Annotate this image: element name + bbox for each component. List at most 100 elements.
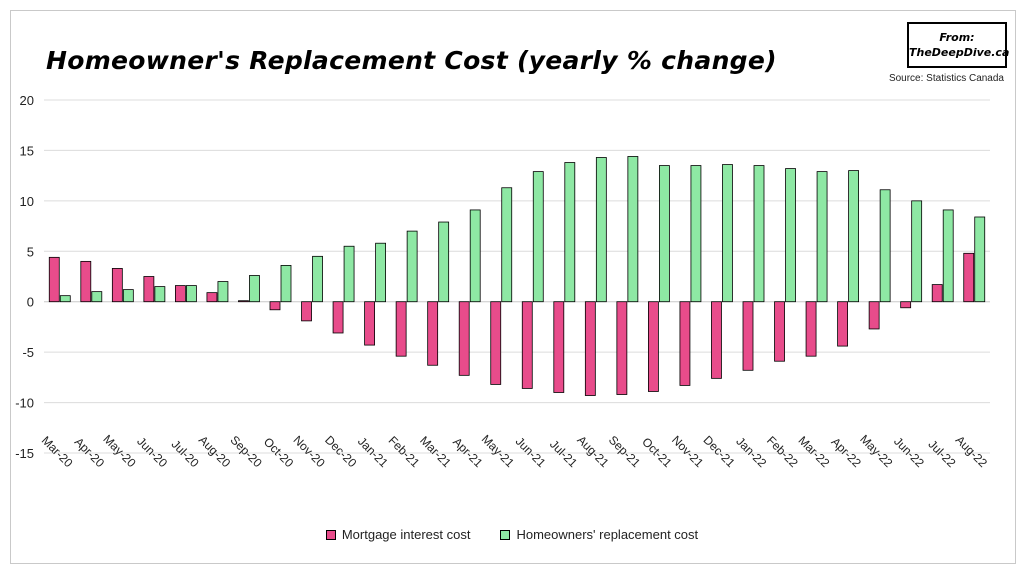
bar-mortgage-interest: [805, 301, 817, 357]
x-tick-label: Aug-21: [574, 433, 611, 470]
x-tick-label: May-20: [100, 432, 138, 470]
x-tick-label: Aug-22: [953, 433, 990, 470]
bar-mortgage-interest: [679, 301, 691, 386]
x-tick-label: Nov-21: [669, 433, 706, 470]
bar-mortgage-interest: [490, 301, 502, 385]
bar-replacement-cost: [438, 221, 450, 303]
x-tick-label: Mar-22: [796, 433, 833, 470]
bar-replacement-cost: [122, 289, 134, 303]
bar-replacement-cost: [911, 200, 923, 303]
x-tick-label: May-21: [479, 432, 517, 470]
y-tick-label: 0: [27, 295, 34, 310]
bar-mortgage-interest: [332, 301, 344, 334]
y-axis-ticks: -15 -10 -5 0 5 10 15 20: [15, 93, 34, 461]
bar-replacement-cost: [659, 165, 670, 303]
x-tick-label: Mar-21: [417, 433, 454, 470]
y-tick-label: -15: [15, 446, 34, 461]
bar-mortgage-interest: [111, 268, 123, 303]
bar-mortgage-interest: [931, 284, 943, 303]
source-note: Source: Statistics Canada: [888, 73, 1004, 84]
y-tick-label: 15: [20, 143, 34, 158]
bar-replacement-cost: [564, 162, 576, 303]
x-tick-label: Dec-20: [322, 433, 359, 470]
bar-mortgage-interest: [80, 260, 92, 303]
legend-item-replacement: Homeowners' replacement cost: [500, 527, 698, 542]
bar-replacement-cost: [59, 295, 71, 303]
legend-item-mortgage: Mortgage interest cost: [325, 527, 471, 542]
bar-replacement-cost: [217, 281, 229, 303]
bar-replacement-cost: [185, 285, 197, 303]
legend: Mortgage interest cost Homeowners' repla…: [0, 527, 1024, 542]
bar-mortgage-interest: [648, 301, 659, 392]
bar-mortgage-interest: [584, 301, 596, 396]
bar-mortgage-interest: [48, 256, 60, 303]
bar-mortgage-interest: [742, 301, 754, 371]
x-tick-label: Dec-21: [700, 433, 737, 470]
bar-mortgage-interest: [364, 301, 376, 346]
bar-replacement-cost: [312, 255, 323, 303]
chart-title: Homeowner's Replacement Cost (yearly % c…: [46, 46, 777, 75]
bar-mortgage-interest: [711, 301, 722, 379]
bar-replacement-cost: [154, 286, 166, 303]
bar-mortgage-interest: [238, 300, 249, 303]
x-tick-label: Nov-20: [291, 433, 328, 470]
legend-swatch-replacement: [500, 529, 511, 540]
bar-mortgage-interest: [553, 301, 565, 393]
x-tick-label: Sep-20: [227, 433, 264, 470]
y-tick-label: -10: [15, 396, 34, 411]
legend-swatch-mortgage: [325, 529, 336, 540]
bar-mortgage-interest: [395, 301, 407, 357]
bar-replacement-cost: [848, 170, 859, 303]
bar-mortgage-interest: [774, 301, 785, 362]
bar-replacement-cost: [469, 209, 481, 303]
legend-label-mortgage: Mortgage interest cost: [341, 527, 471, 542]
y-tick-label: 5: [27, 244, 34, 259]
bar-mortgage-interest: [868, 301, 880, 330]
bar-replacement-cost: [722, 164, 733, 303]
bar-mortgage-interest: [143, 276, 155, 303]
bars: [48, 156, 986, 396]
x-tick-label: Mar-20: [39, 433, 76, 470]
x-tick-label: May-22: [857, 432, 895, 470]
bar-mortgage-interest: [963, 252, 975, 303]
bar-replacement-cost: [91, 291, 103, 303]
bar-mortgage-interest: [521, 301, 533, 389]
x-tick-label: Feb-22: [764, 433, 801, 470]
bar-mortgage-interest: [427, 301, 439, 366]
bar-replacement-cost: [375, 242, 387, 303]
bar-mortgage-interest: [900, 301, 912, 309]
x-tick-label: Sep-21: [606, 433, 643, 470]
bar-mortgage-interest: [301, 301, 312, 322]
bar-replacement-cost: [974, 216, 986, 303]
bar-mortgage-interest: [837, 301, 848, 347]
bar-mortgage-interest: [616, 301, 628, 395]
logo-badge: From: TheDeepDive.ca: [907, 22, 1010, 68]
bar-replacement-cost: [785, 168, 796, 303]
bar-replacement-cost: [595, 157, 607, 303]
gridlines: [44, 99, 990, 454]
x-tick-label: Feb-21: [386, 433, 423, 470]
x-tick-label: Jan-21: [355, 434, 391, 470]
y-tick-label: 20: [20, 93, 34, 108]
bar-replacement-cost: [753, 165, 765, 303]
x-tick-label: Jun-22: [891, 434, 927, 470]
logo-text: From: TheDeepDive.ca: [909, 31, 1010, 59]
legend-label-replacement: Homeowners' replacement cost: [516, 527, 699, 542]
bar-replacement-cost: [879, 189, 891, 303]
x-tick-label: Jun-20: [134, 434, 170, 470]
bar-mortgage-interest: [206, 292, 218, 303]
bar-replacement-cost: [280, 265, 292, 303]
bar-replacement-cost: [942, 209, 954, 303]
bar-replacement-cost: [406, 230, 418, 303]
y-tick-label: 10: [20, 194, 34, 209]
bar-replacement-cost: [532, 171, 544, 303]
y-tick-label: -5: [22, 345, 34, 360]
x-tick-label: Jan-22: [733, 434, 769, 470]
x-tick-label: Jun-21: [513, 434, 549, 470]
bar-replacement-cost: [501, 187, 513, 303]
bar-mortgage-interest: [458, 301, 470, 376]
bar-replacement-cost: [249, 275, 260, 303]
bar-replacement-cost: [343, 245, 355, 303]
bar-mortgage-interest: [174, 285, 186, 303]
